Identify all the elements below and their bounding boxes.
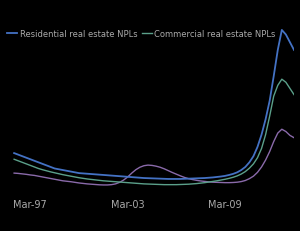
Legend: Residential real estate NPLs, Commercial real estate NPLs: Residential real estate NPLs, Commercial…: [7, 30, 275, 39]
